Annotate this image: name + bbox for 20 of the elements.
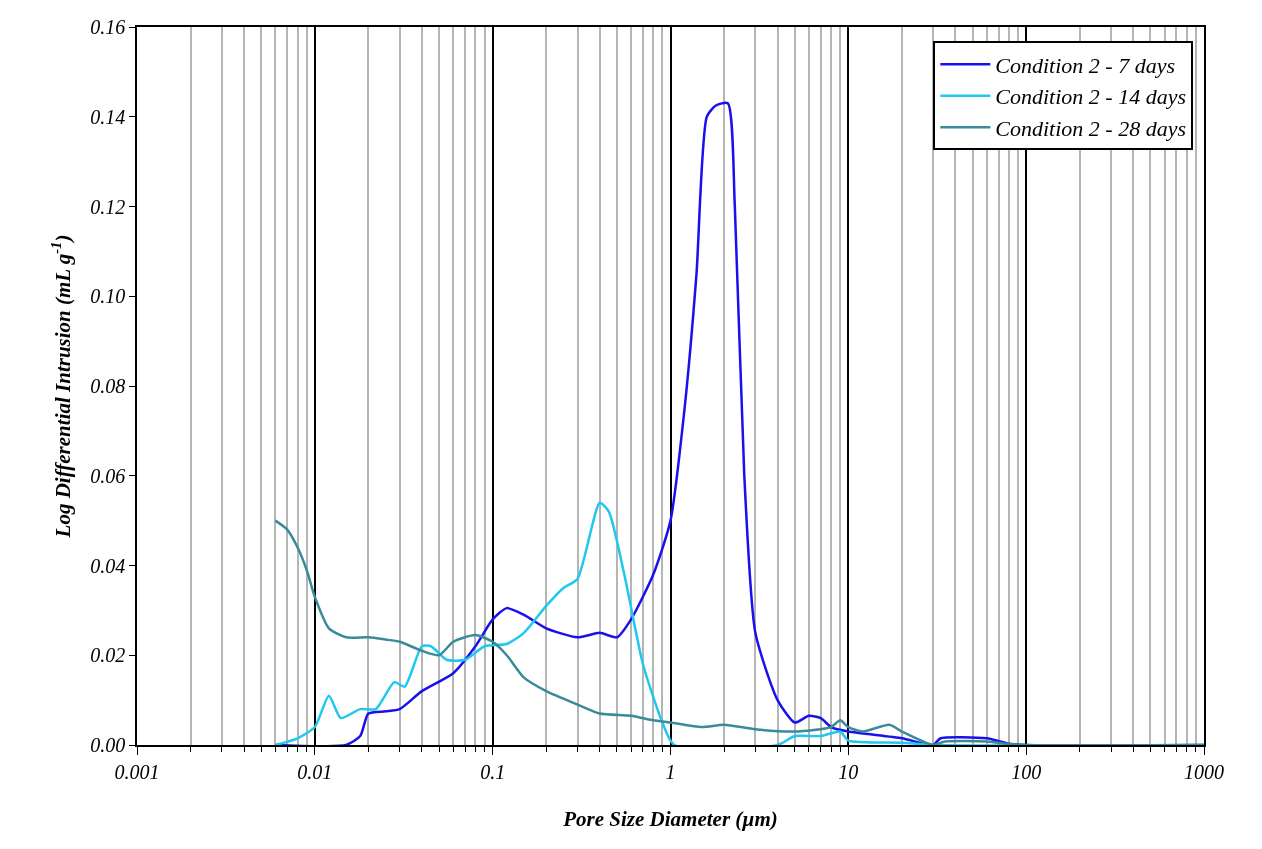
x-tick-label: 10 [838,760,859,783]
y-tick-label: 0.14 [90,105,126,128]
y-tick-label: 0.04 [90,554,126,577]
legend-label: Condition 2 - 7 days [995,52,1175,78]
x-tick-label: 0.01 [297,760,333,783]
x-tick-label: 0.1 [480,760,506,783]
x-tick-label: 100 [1011,760,1042,783]
y-tick-label: 0.00 [90,734,126,756]
x-tick-label: 1 [665,760,676,783]
y-tick-label: 0.06 [90,464,126,487]
legend-label: Condition 2 - 28 days [995,115,1186,141]
y-tick-label: 0.12 [90,195,126,218]
y-tick-label: 0.08 [90,375,126,397]
y-tick-label: 0.02 [90,644,126,667]
x-tick-label: 0.001 [114,760,160,783]
x-axis-title: Pore Size Diameter (µm) [562,807,778,832]
y-tick-label: 0.10 [90,285,126,308]
y-tick-label: 0.16 [90,16,126,38]
x-tick-label: 1000 [1184,760,1224,783]
legend-label: Condition 2 - 14 days [995,84,1186,110]
